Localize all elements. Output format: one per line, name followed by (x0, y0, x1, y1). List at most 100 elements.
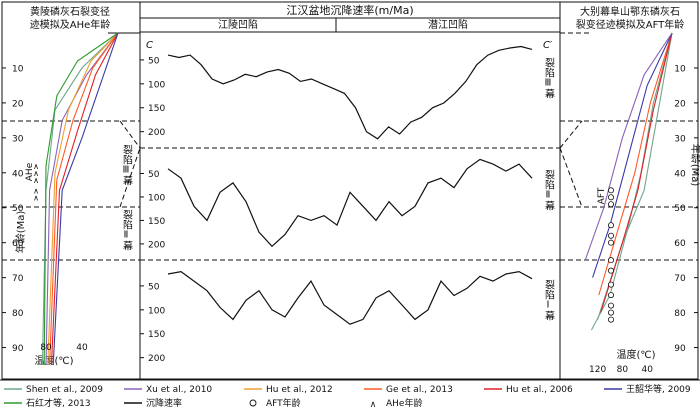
aft-label: AFT (597, 187, 607, 204)
subsidence-tick-label: 50 (148, 282, 160, 292)
left-age-tick-label: 70 (12, 274, 24, 284)
left-model-curve-3 (47, 32, 119, 366)
aft-marker (608, 309, 615, 316)
right-age-tick-label: 10 (674, 64, 686, 74)
subsidence-tick-label: 200 (148, 240, 165, 250)
right-xlabel: 温度(℃) (616, 348, 655, 361)
aft-marker (608, 257, 615, 264)
left-age-tick-label: 60 (12, 239, 24, 249)
left-model-curve-6 (43, 32, 119, 366)
legend-label-9: AFT年龄 (266, 397, 301, 409)
left-age-tick-label: 50 (12, 204, 24, 214)
legend-label-4: Ge et al., 2013 (386, 385, 453, 395)
aft-marker (608, 194, 615, 201)
aft-marker (608, 187, 615, 194)
center-panel-frame (139, 1, 561, 380)
subsidence-tick-label: 50 (148, 56, 160, 66)
label-c-left: C (146, 40, 153, 51)
legend: Shen et al., 2009 Xu et al., 2010 Hu et al… (4, 383, 691, 410)
left-model-curve-5 (50, 32, 119, 366)
aft-marker (608, 232, 615, 239)
legend-label-1: Shen et al., 2009 (26, 385, 103, 395)
subsidence-line-3 (167, 270, 533, 325)
subsidence-line-2 (167, 158, 533, 248)
left-age-tick-label: 90 (12, 344, 24, 354)
right-age-tick-label: 60 (674, 239, 686, 249)
ahe-label: AHe (25, 162, 35, 181)
subsidence-tick-label: 100 (148, 306, 165, 316)
right-temp-tick-label: 120 (589, 365, 606, 375)
aft-marker (608, 302, 615, 309)
legend-circle (249, 399, 257, 407)
right-temp-tick-label: 80 (617, 365, 629, 375)
legend-label-3: Hu et al., 2012 (266, 385, 333, 395)
center-title: 江汉盆地沉降速率(m/Ma) (286, 3, 413, 17)
phase3-label: 裂陷Ⅲ幕 (543, 56, 555, 98)
right-model-curve-4 (600, 32, 673, 313)
left-temp-tick-label: 80 (40, 343, 52, 353)
phase3-side-label: 裂陷Ⅲ幕 (121, 143, 133, 185)
left-age-tick-label: 10 (12, 64, 24, 74)
right-model-curve-5 (592, 32, 673, 278)
phase2-label: 裂陷Ⅱ幕 (543, 168, 555, 210)
subsidence-tick-label: 50 (148, 170, 160, 180)
sub-title-qianjiang: 潜江凹陷 (428, 18, 468, 31)
right-title-line1: 大别幕阜山鄂东磷灰石 (580, 5, 680, 18)
left-age-tick-label: 20 (12, 99, 24, 109)
right-age-tick-label: 90 (674, 344, 686, 354)
legend-label-10: AHe年龄 (386, 397, 422, 409)
phase1-label: 裂陷Ⅰ幕 (543, 278, 555, 320)
right-title-line2: 裂变径迹模拟及AFT年龄 (576, 18, 685, 31)
subsidence-tick-label: 150 (148, 104, 165, 114)
right-ylabel: 年龄(Ma) (689, 144, 700, 187)
subsidence-tick-label: 100 (148, 80, 165, 90)
ahe-marker: ∧ (33, 169, 39, 178)
phase2-side-label: 裂陷Ⅱ幕 (121, 208, 133, 250)
label-c-right: C′ (543, 40, 553, 51)
right-panel-frame (559, 1, 699, 380)
subsidence-tick-label: 200 (148, 128, 165, 138)
aft-marker (608, 201, 615, 208)
legend-label-2: Xu et al., 2010 (146, 385, 212, 395)
left-model-curve-4 (49, 32, 119, 366)
left-ylabel: 年龄(Ma) (14, 211, 27, 254)
left-title-line2: 迹模拟及AHe年龄 (30, 18, 111, 31)
subsidence-line-1 (167, 45, 533, 140)
left-panel-frame (1, 1, 141, 380)
aft-marker (608, 267, 615, 274)
legend-label-8: 沉降速率 (146, 397, 182, 409)
right-age-tick-label: 20 (674, 99, 686, 109)
aft-marker (608, 316, 615, 323)
left-age-tick-label: 40 (12, 169, 24, 179)
ahe-marker: ∧ (33, 162, 39, 171)
right-age-tick-label: 80 (674, 309, 686, 319)
subsidence-tick-label: 100 (148, 193, 165, 203)
legend-label-6: 王韶华等, 2009 (626, 383, 691, 395)
left-age-tick-label: 80 (12, 309, 24, 319)
legend-label-5: Hu et al., 2006 (506, 385, 573, 395)
left-title-line1: 黄陵磷灰石裂变径 (30, 5, 110, 18)
right-age-tick-label: 50 (674, 204, 686, 214)
aft-marker (608, 281, 615, 288)
right-model-curve-6 (584, 32, 673, 261)
left-model-curve-2 (45, 32, 119, 366)
plot-content: 50 100 150 200 50 100 150 200 50 100 150 200 10 10 20 2… (2, 32, 698, 375)
legend-label-7: 石红才等, 2013 (26, 397, 91, 409)
sub-title-jiangling: 江陵凹陷 (218, 18, 258, 31)
left-age-tick-label: 30 (12, 134, 24, 144)
right-age-tick-label: 70 (674, 274, 686, 284)
legend-caret: ∧ (370, 400, 377, 410)
aft-marker (608, 292, 615, 299)
aft-marker (608, 239, 615, 246)
subsidence-tick-label: 200 (148, 354, 165, 364)
right-temp-tick-label: 40 (641, 365, 653, 375)
ahe-marker: ∧ (33, 176, 39, 185)
right-age-tick-label: 30 (674, 134, 686, 144)
ahe-marker: ∧ (33, 186, 39, 195)
left-model-curve-7 (52, 32, 119, 366)
subsidence-tick-label: 150 (148, 217, 165, 227)
aft-marker (608, 222, 615, 229)
right-age-tick-label: 40 (674, 169, 686, 179)
left-temp-tick-label: 40 (76, 343, 88, 353)
